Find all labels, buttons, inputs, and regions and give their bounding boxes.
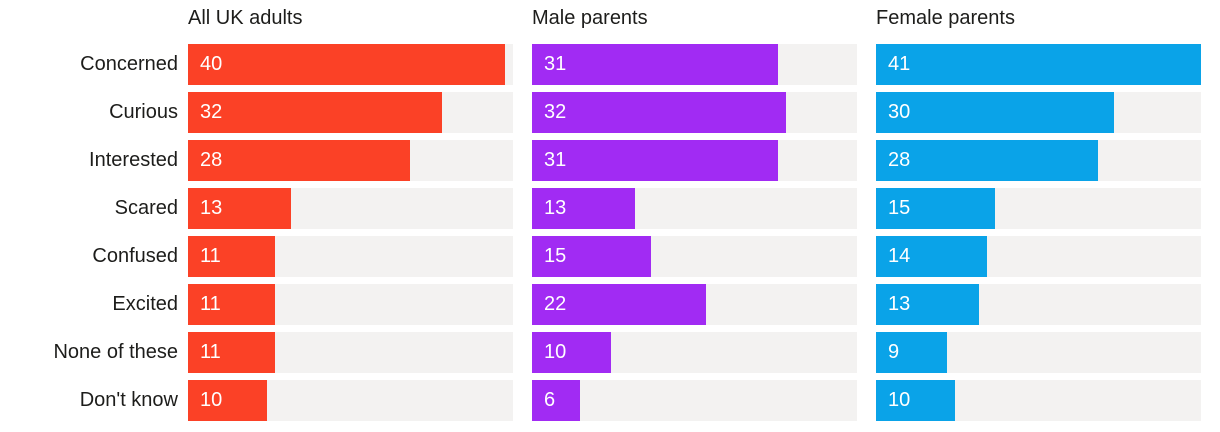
bar-track: 11	[188, 284, 513, 325]
bar-track: 10	[876, 380, 1201, 421]
bar-track: 15	[532, 236, 857, 277]
bar: 28	[876, 140, 1098, 181]
bar-track: 11	[188, 332, 513, 373]
bar: 9	[876, 332, 948, 373]
bar-value: 31	[544, 149, 567, 171]
bar: 6	[532, 380, 580, 421]
bar-track: 13	[188, 188, 513, 229]
bar-value: 14	[888, 245, 911, 267]
bar: 10	[188, 380, 268, 421]
bar-track: 28	[188, 140, 513, 181]
bar-track: 28	[876, 140, 1201, 181]
bar-value: 22	[544, 293, 567, 315]
chart-row-excited: Excited 11 22 13	[0, 284, 1220, 325]
bar: 13	[876, 284, 980, 325]
category-label: Excited	[112, 293, 178, 315]
bar-value: 32	[544, 101, 567, 123]
bar: 14	[876, 236, 987, 277]
bar-track: 40	[188, 44, 513, 85]
category-label: None of these	[53, 341, 178, 363]
bar: 11	[188, 236, 276, 277]
category-label: Curious	[109, 101, 178, 123]
chart-row-dont-know: Don't know 10 6 10	[0, 380, 1220, 421]
chart-row-none-of-these: None of these 11 10 9	[0, 332, 1220, 373]
bar-track: 9	[876, 332, 1201, 373]
bar-value: 10	[200, 389, 223, 411]
bar-value: 13	[200, 197, 223, 219]
bar-value: 32	[200, 101, 223, 123]
bar-track: 10	[188, 380, 513, 421]
bar: 11	[188, 332, 276, 373]
bar-track: 30	[876, 92, 1201, 133]
bar: 41	[876, 44, 1201, 85]
bar-track: 22	[532, 284, 857, 325]
bar: 32	[532, 92, 786, 133]
bar-value: 11	[200, 245, 221, 267]
bar: 13	[532, 188, 636, 229]
spacer	[0, 0, 188, 37]
bar-track: 11	[188, 236, 513, 277]
bar-track: 41	[876, 44, 1201, 85]
chart-row-confused: Confused 11 15 14	[0, 236, 1220, 277]
bar: 15	[876, 188, 995, 229]
chart-title-female-parents: Female parents	[876, 7, 1015, 29]
bar-value: 15	[888, 197, 911, 219]
bar-value: 11	[200, 293, 221, 315]
bar-value: 6	[544, 389, 556, 411]
bar: 13	[188, 188, 292, 229]
bar-track: 13	[532, 188, 857, 229]
bar-track: 31	[532, 44, 857, 85]
bar: 30	[876, 92, 1114, 133]
chart-row-scared: Scared 13 13 15	[0, 188, 1220, 229]
bar: 40	[188, 44, 506, 85]
bar-value: 13	[888, 293, 911, 315]
bar: 10	[876, 380, 956, 421]
bar-track: 10	[532, 332, 857, 373]
bar: 31	[532, 44, 778, 85]
chart-title-all-uk-adults: All UK adults	[188, 7, 303, 29]
bar-track: 14	[876, 236, 1201, 277]
bar-value: 28	[888, 149, 911, 171]
chart-title-male-parents: Male parents	[532, 7, 648, 29]
category-label: Confused	[92, 245, 178, 267]
bar: 11	[188, 284, 276, 325]
category-label: Scared	[114, 197, 178, 219]
bar-track: 32	[188, 92, 513, 133]
bar: 22	[532, 284, 707, 325]
bar-track: 15	[876, 188, 1201, 229]
bar-value: 30	[888, 101, 911, 123]
bar: 28	[188, 140, 410, 181]
bar-value: 28	[200, 149, 223, 171]
bar-value: 40	[200, 53, 223, 75]
bar-value: 9	[888, 341, 900, 363]
bar-track: 6	[532, 380, 857, 421]
bar: 31	[532, 140, 778, 181]
bar-track: 13	[876, 284, 1201, 325]
bar: 10	[532, 332, 612, 373]
category-label: Interested	[89, 149, 178, 171]
chart-row-interested: Interested 28 31 28	[0, 140, 1220, 181]
bar: 32	[188, 92, 442, 133]
bar: 15	[532, 236, 651, 277]
bar-value: 31	[544, 53, 567, 75]
category-label: Concerned	[80, 53, 178, 75]
bar-value: 10	[888, 389, 911, 411]
bar-value: 11	[200, 341, 221, 363]
chart-row-concerned: Concerned 40 31 41	[0, 44, 1220, 85]
bar-value: 10	[544, 341, 567, 363]
bar-value: 15	[544, 245, 567, 267]
chart-row-curious: Curious 32 32 30	[0, 92, 1220, 133]
chart-header: All UK adults Male parents Female parent…	[0, 0, 1220, 37]
category-label: Don't know	[79, 389, 178, 411]
bar-track: 31	[532, 140, 857, 181]
bar-value: 13	[544, 197, 567, 219]
bar-track: 32	[532, 92, 857, 133]
bar-value: 41	[888, 53, 911, 75]
